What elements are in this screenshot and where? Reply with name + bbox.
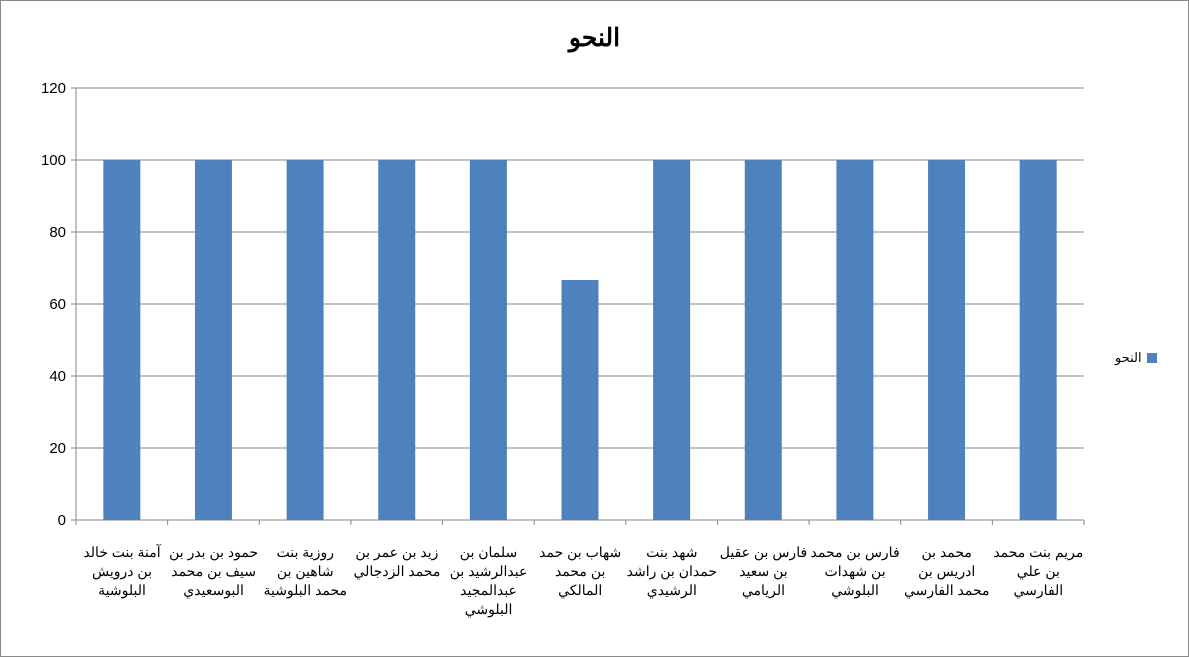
- bar: [561, 279, 599, 520]
- bar: [1019, 160, 1057, 520]
- chart-title: النحو: [568, 24, 621, 52]
- legend: النحو: [1115, 350, 1157, 366]
- y-tick-label: 0: [58, 512, 66, 529]
- x-tick-label: فارس بن محمد بن شهدات البلوشي: [810, 544, 900, 598]
- bar: [928, 160, 966, 520]
- x-tick-label: حمود بن بدر بن سيف بن محمد البوسعيدي: [169, 544, 259, 598]
- x-tick-label: روزية بنت شاهين بن محمد البلوشية: [263, 544, 348, 598]
- bar: [194, 160, 232, 520]
- y-tick-label: 120: [41, 80, 66, 97]
- x-tick-label: مريم بنت محمد بن علي الفارسي: [993, 544, 1084, 598]
- bar: [378, 160, 416, 520]
- x-tick-label: آمنة بنت خالد بن درويش البلوشية: [83, 544, 161, 598]
- x-tick-label: زيد بن عمر بن محمد الزدجالي: [353, 544, 441, 579]
- bar: [469, 160, 507, 520]
- bar: [103, 160, 141, 520]
- bar: [653, 160, 691, 520]
- x-tick-label: محمد بن ادريس بن محمد الفارسي: [903, 544, 990, 598]
- bar: [836, 160, 874, 520]
- y-tick-label: 60: [49, 296, 66, 313]
- y-tick-label: 80: [49, 224, 66, 241]
- x-tick-label: فارس بن عقيل بن سعيد الريامي: [719, 544, 808, 598]
- x-tick-label: شهاب بن حمد بن محمد المالكي: [539, 544, 622, 598]
- legend-swatch: [1146, 353, 1157, 363]
- x-tick-label: شهد بنت حمدان بن راشد الرشيدي: [626, 544, 717, 598]
- y-tick-label: 100: [41, 152, 66, 169]
- legend-label: النحو: [1115, 350, 1142, 365]
- y-tick-label: 40: [49, 368, 66, 385]
- bar: [744, 160, 782, 520]
- bar: [286, 160, 324, 520]
- y-tick-label: 20: [49, 440, 66, 457]
- x-tick-label: سلمان بن عبدالرشيد بن عبدالمجيد البلوشي: [449, 544, 528, 617]
